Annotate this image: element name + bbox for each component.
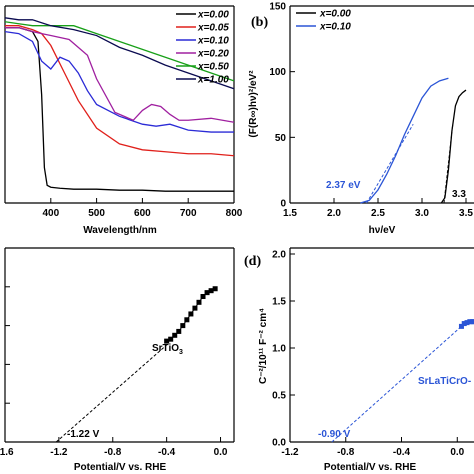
panel-d-series bbox=[331, 319, 474, 443]
panel-b-y-label: (F(R∞)hν)²/eV² bbox=[248, 70, 259, 138]
panel-c-data-point bbox=[188, 311, 194, 317]
panel-a-series-line-1 bbox=[5, 25, 235, 157]
panel-c-ticks: -1.6 -1.2 -0.8 -0.4 0.0 bbox=[0, 286, 228, 458]
panel-a-x-tick-label: 700 bbox=[180, 208, 197, 219]
panel-b-y-tick-label: 50 bbox=[275, 133, 287, 144]
panel-a-x-tick-label: 800 bbox=[226, 208, 243, 219]
panel-b-ticks: 1.5 2.0 2.5 3.0 3.5 0 50 100 150 bbox=[269, 2, 473, 220]
panel-b-extrapolation-line-1 bbox=[443, 124, 454, 204]
panel-c-data-point bbox=[168, 336, 174, 342]
panel-c-data-point bbox=[208, 288, 214, 294]
panel-b-label: (b) bbox=[251, 15, 268, 30]
panel-c-data-point bbox=[212, 286, 218, 292]
panel-c-data-point bbox=[172, 332, 178, 338]
panel-c-data-point bbox=[180, 323, 186, 329]
panel-a-legend-label-3: x=0.20 bbox=[197, 49, 229, 60]
panel-c-x-tick-label: -1.2 bbox=[50, 447, 68, 458]
panel-a-series-line-2 bbox=[4, 30, 234, 133]
panel-a-x-tick-label: 400 bbox=[42, 208, 59, 219]
panel-b-series bbox=[360, 77, 467, 204]
panel-c-x-tick-label: -0.4 bbox=[158, 447, 176, 458]
panel-c-x-tick-label: 0.0 bbox=[214, 447, 228, 458]
panel-b-y-tick-label: 0 bbox=[280, 199, 286, 210]
panel-d-x-label: Potential/V vs. RHE bbox=[324, 462, 417, 473]
panel-d-y-tick-label: 1.0 bbox=[272, 344, 286, 355]
panel-c-data-point bbox=[184, 317, 190, 323]
panel-c-data-point bbox=[192, 305, 198, 311]
panel-b-series-line-1 bbox=[360, 77, 449, 204]
panel-c-data-point bbox=[196, 299, 202, 305]
panel-a-x-tick-label: 600 bbox=[134, 208, 151, 219]
panel-d-y-tick-label: 0.0 bbox=[272, 438, 286, 449]
panel-d: (d) -1.2 -0.8 -0.4 0.0 0.0 0.5 1.0 1.5 2.0 SrLaT… bbox=[244, 247, 474, 473]
panel-d-sample-label: SrLaTiCrO- bbox=[418, 376, 471, 387]
panel-b-x-tick-label: 3.0 bbox=[415, 208, 429, 219]
panel-d-y-tick-label: 2.0 bbox=[272, 250, 286, 261]
panel-b-legend-label-0: x=0.00 bbox=[319, 9, 351, 20]
panel-c-data-point bbox=[200, 294, 206, 299]
panel-a-series-line-3 bbox=[5, 27, 235, 123]
panel-c-sample-label: SrTiO3 bbox=[152, 343, 183, 356]
panel-d-data-point bbox=[471, 319, 474, 325]
panel-d-data-point bbox=[467, 319, 473, 325]
panel-d-y-tick-label: 1.5 bbox=[272, 297, 286, 308]
panel-b-x-label: hν/eV bbox=[369, 225, 396, 236]
panel-b-x-tick-label: 2.5 bbox=[371, 208, 385, 219]
panel-b-legend-label-1: x=0.10 bbox=[319, 22, 351, 33]
panel-c-data-point bbox=[176, 328, 182, 334]
panel-a-series-line-5 bbox=[4, 17, 235, 90]
panel-a-x-ticks: 400 500 600 700 800 bbox=[42, 198, 243, 219]
panel-a-legend: x=0.00 x=0.05 x=0.10 x=0.20 x=0.50 x=1.00 bbox=[176, 10, 229, 86]
panel-a-legend-label-2: x=0.10 bbox=[197, 36, 229, 47]
panel-a-series-line-0 bbox=[5, 27, 234, 192]
panel-b-legend: x=0.00 x=0.10 bbox=[296, 9, 351, 33]
panel-c-extrapolation-line-0 bbox=[55, 344, 167, 443]
panel-a-legend-label-1: x=0.05 bbox=[197, 23, 229, 34]
panel-d-data-point bbox=[458, 323, 464, 329]
panel-d-x-tick-label: -0.8 bbox=[337, 447, 355, 458]
panel-d-x-tick-label: -1.2 bbox=[281, 447, 299, 458]
panel-c-x-tick-label: -0.8 bbox=[104, 447, 122, 458]
panel-c-data-point bbox=[204, 290, 210, 296]
panel-c-data-point bbox=[164, 338, 170, 344]
panel-d-label: (d) bbox=[244, 254, 261, 269]
panel-c-series bbox=[55, 286, 218, 443]
panel-d-data-point bbox=[461, 321, 467, 327]
panel-b-bandgap-annotation-2: 3.3 bbox=[452, 189, 466, 200]
panel-a-legend-label-4: x=0.50 bbox=[197, 62, 229, 73]
panel-c: -1.6 -1.2 -0.8 -0.4 0.0 SrTiO3 -1.22 V Poten… bbox=[0, 247, 235, 473]
panel-b-y-tick-label: 100 bbox=[269, 67, 286, 78]
panel-a-legend-label-5: x=1.00 bbox=[197, 75, 229, 86]
panel-b-x-tick-label: 2.0 bbox=[327, 208, 341, 219]
panel-b-series-line-0 bbox=[440, 89, 467, 204]
panel-b-y-tick-label: 150 bbox=[269, 2, 286, 13]
panel-b-bandgap-annotation: 2.37 eV bbox=[326, 180, 361, 191]
panel-d-flatband-annotation: -0.90 V bbox=[318, 429, 351, 440]
panel-c-x-tick-label: -1.6 bbox=[0, 447, 14, 458]
panel-d-ticks: -1.2 -0.8 -0.4 0.0 0.0 0.5 1.0 1.5 2.0 bbox=[272, 250, 465, 459]
panel-a-x-label: Wavelength/nm bbox=[83, 225, 157, 236]
panel-c-flatband-annotation: -1.22 V bbox=[67, 429, 100, 440]
panel-d-x-tick-label: 0.0 bbox=[450, 447, 464, 458]
panel-d-data-point bbox=[464, 320, 470, 326]
panel-a-legend-label-0: x=0.00 bbox=[197, 10, 229, 21]
panel-d-x-tick-label: -0.4 bbox=[393, 447, 411, 458]
panel-a-x-tick-label: 500 bbox=[88, 208, 105, 219]
panel-b: (b) 1.5 2.0 2.5 3.0 3.5 0 50 100 150 x=0.00 x=0.1… bbox=[248, 2, 474, 236]
panel-d-extrapolation-line-0 bbox=[331, 326, 462, 443]
panel-d-y-label: C⁻²/10¹¹ F⁻² cm⁴ bbox=[258, 308, 269, 384]
panel-b-extrapolation-line-0 bbox=[366, 123, 414, 204]
panel-b-x-tick-label: 1.5 bbox=[283, 208, 297, 219]
panel-b-x-tick-label: 3.5 bbox=[459, 208, 473, 219]
panel-c-x-label: Potential/V vs. RHE bbox=[74, 462, 167, 473]
panel-d-y-tick-label: 0.5 bbox=[272, 391, 286, 402]
panel-a: 400 500 600 700 800 x=0.00 x=0.05 x=0.10 x=0.20… bbox=[4, 5, 243, 236]
